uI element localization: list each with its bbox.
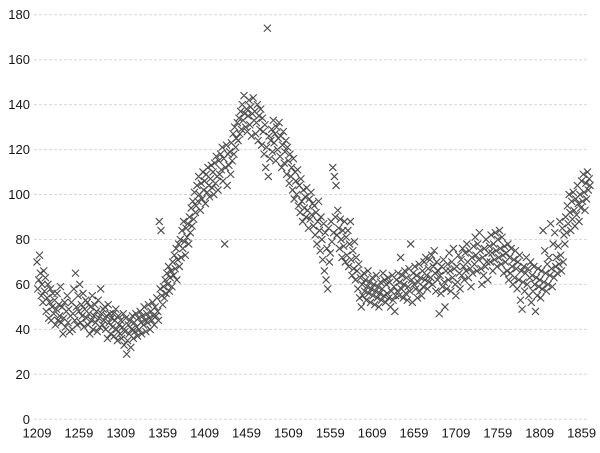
- y-tick-label: 160: [8, 52, 30, 67]
- x-tick-label: 1559: [316, 426, 345, 441]
- gridlines: [34, 14, 589, 420]
- x-axis-labels: 1209 1259 1309 1359 1409 1459 1509 1559 1609 1659…: [23, 426, 597, 441]
- y-tick-label: 100: [8, 187, 30, 202]
- x-tick-label: 1659: [400, 426, 429, 441]
- x-tick-label: 1759: [483, 426, 512, 441]
- x-tick-label: 1459: [232, 426, 261, 441]
- scatter-points: [33, 24, 594, 358]
- x-tick-label: 1309: [106, 426, 135, 441]
- y-tick-label: 140: [8, 97, 30, 112]
- x-tick-label: 1809: [525, 426, 554, 441]
- y-tick-label: 80: [16, 232, 30, 247]
- x-tick-label: 1709: [441, 426, 470, 441]
- y-tick-label: 40: [16, 322, 30, 337]
- x-tick-label: 1359: [148, 426, 177, 441]
- x-tick-label: 1259: [64, 426, 93, 441]
- y-tick-label: 0: [23, 412, 30, 427]
- x-tick-label: 1609: [358, 426, 387, 441]
- y-tick-label: 180: [8, 7, 30, 22]
- x-tick-label: 1409: [190, 426, 219, 441]
- y-tick-label: 120: [8, 142, 30, 157]
- x-tick-label: 1859: [567, 426, 596, 441]
- y-tick-label: 60: [16, 277, 30, 292]
- x-tick-label: 1509: [274, 426, 303, 441]
- y-axis-labels: 0 20 40 60 80 100 120 140 160 180: [8, 7, 30, 427]
- x-tick-label: 1209: [23, 426, 52, 441]
- y-tick-label: 20: [16, 367, 30, 382]
